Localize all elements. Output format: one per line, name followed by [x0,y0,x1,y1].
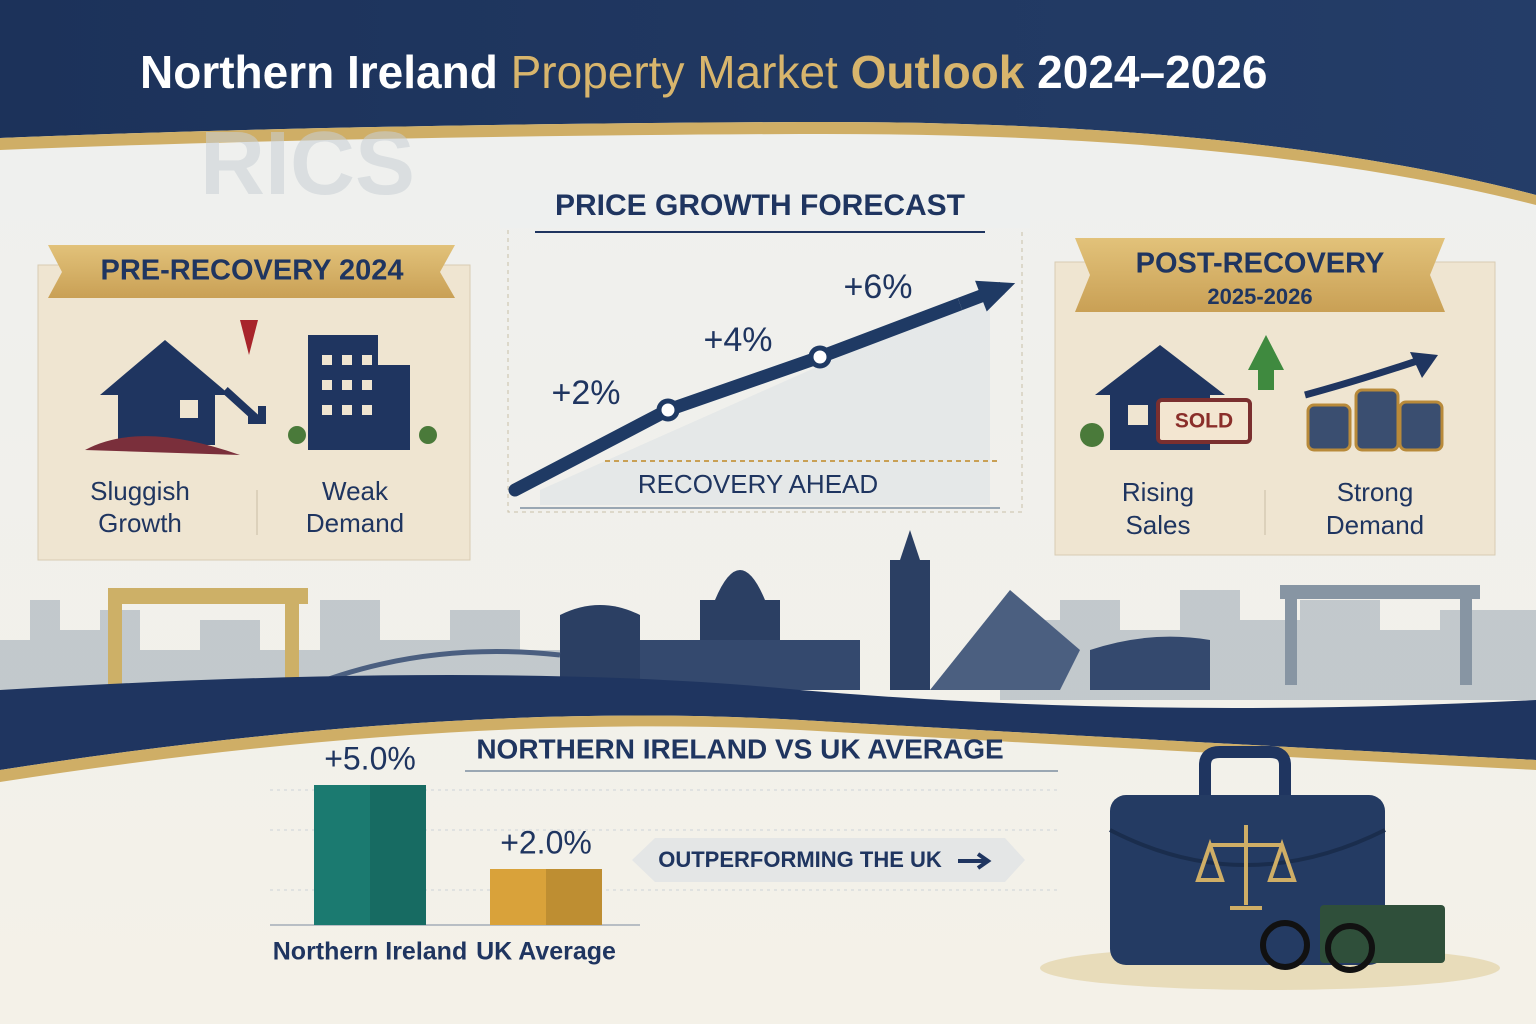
briefcase-illustration [1040,746,1500,990]
crane [1460,585,1472,685]
scales-emblem [1195,825,1297,910]
header-stripe [0,121,1536,205]
callout-text: OUTPERFORMING THE UK [658,847,942,872]
bar-shade [370,785,426,925]
callout-arrow-icon [958,852,992,870]
data-point [656,398,680,422]
up-arrow [1248,335,1284,390]
glasses [1260,920,1310,970]
trend-arrowhead [1410,352,1438,378]
divider-stripe [0,715,1536,782]
data-label: +2.0% [500,824,592,860]
data-label: +5.0% [324,740,416,776]
trend-arrow [1304,356,1422,399]
tree [419,426,437,444]
handle [1199,746,1291,800]
chart-title: NORTHERN IRELAND VS UK AVERAGE [476,733,1003,764]
sold-sign [1156,398,1252,444]
crane [108,588,308,604]
coins-icon [1304,352,1444,452]
window [1128,405,1148,425]
building [560,605,640,690]
main-title: Northern Ireland Property Market Outlook… [140,46,1267,98]
bar-shade [546,869,602,925]
chart-title: PRICE GROWTH FORECAST [555,189,965,222]
tree [288,426,306,444]
ribbon [1075,238,1445,312]
bar [314,785,426,925]
building [378,365,410,450]
skyline [0,530,1536,700]
watermark: RICS [200,114,415,214]
crane [1280,585,1480,599]
line-lead-in [508,403,675,497]
data-label: +2% [552,374,621,412]
area-shade [540,290,990,505]
x-tick-label: UK Average [476,938,616,966]
data-point [808,345,832,369]
guide-lines [270,789,1060,891]
windows [322,355,372,415]
titanic-building [930,590,1080,690]
building [640,640,860,690]
glasses [1325,923,1375,973]
crane [1285,585,1297,685]
panel-heading: POST-RECOVERY [1136,248,1385,280]
indicator-label: Sluggish [90,476,190,506]
title-part: Property Market [511,46,838,98]
skyline-far [0,600,560,700]
down-marker [240,320,258,355]
header-band [0,0,1536,195]
indicator-label: Demand [306,508,404,538]
coin-stack [1354,388,1400,452]
x-tick-label: Northern Ireland [273,938,467,966]
chart-annotation: RECOVERY AHEAD [638,469,878,499]
data-label: +6% [844,268,913,306]
title-backdrop [500,190,1030,228]
title-part: Outlook [851,46,1025,98]
ground [85,436,240,455]
data-label: +4% [704,321,773,359]
title-part: Northern Ireland [140,46,498,98]
divider-wave [0,675,1536,770]
callout-arrow [632,838,1025,882]
indicator-label: Sales [1125,510,1190,540]
panel-subheading: 2025-2026 [1207,284,1312,309]
indicator-label: Demand [1326,510,1424,540]
down-arrow [222,387,266,424]
sold-house-icon: SOLD [1080,335,1284,450]
indicator-label: Weak [322,476,389,506]
panel-heading: PRE-RECOVERY 2024 [100,255,403,287]
window [180,400,198,418]
building-icon [288,335,437,450]
title-part: 2024–2026 [1037,46,1267,98]
indicator-label: Strong [1337,477,1414,507]
building [1090,636,1210,690]
house [100,340,230,445]
building [308,335,378,450]
bar [490,869,602,925]
tower [890,530,930,690]
crane [285,590,299,690]
book [1320,905,1445,963]
coin-stack [1398,400,1444,452]
indicator-label: Growth [98,508,182,538]
house-icon [85,320,266,455]
indicator-label: Rising [1122,477,1194,507]
coin-stack [1306,403,1352,452]
ribbon [48,245,455,298]
sold-sign-text: SOLD [1175,410,1233,433]
tree [1080,423,1104,447]
crane [108,590,122,690]
arrowhead [975,280,1016,312]
